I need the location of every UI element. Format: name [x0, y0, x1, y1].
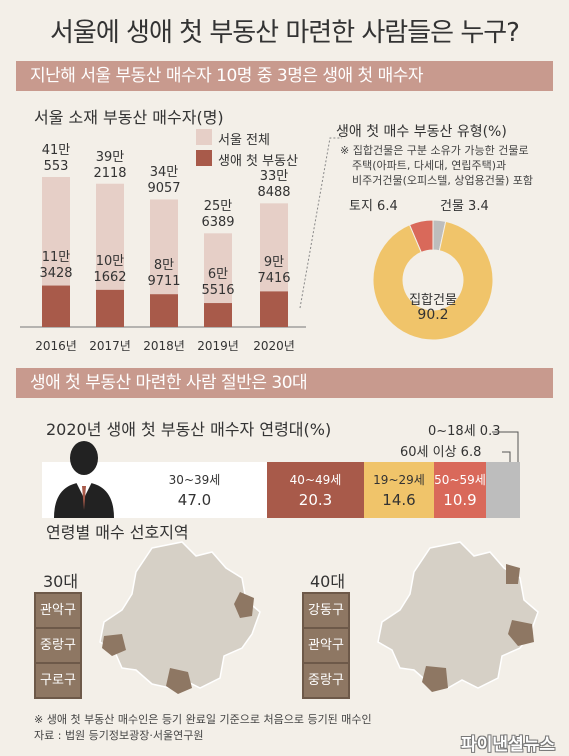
page-title: 서울에 생애 첫 부동산 마련한 사람들은 누구? [50, 18, 520, 48]
age-segment-label-2: 19~29세 [373, 473, 425, 487]
donut-chart-title: 생애 첫 매수 부동산 유형(%) [336, 124, 507, 140]
age-segment-label-1: 40~49세 [289, 473, 342, 487]
bar-first-0 [42, 285, 70, 327]
age-segment-label-3: 50~59세 [434, 473, 486, 487]
district-40s-1: 강동구 [302, 592, 350, 629]
legend-label-total: 서울 전체 [218, 133, 270, 148]
section-banner-age: 생애 첫 부동산 마련한 사람 절반은 30대 [16, 368, 553, 398]
donut-label-collective: 집합건물 [409, 293, 457, 308]
donut-chart [372, 219, 494, 341]
age-segment-value-3: 10.9 [443, 491, 477, 509]
bar-first-3 [204, 303, 232, 327]
donut-value-collective: 90.2 [417, 307, 449, 323]
donut-slice-0 [372, 220, 494, 341]
district-jungnang-30s [234, 592, 254, 618]
district-gwanak-40s [422, 666, 448, 692]
bar-total-label-3: 25만 6389 [201, 199, 235, 231]
district-list-30s: 관악구 중랑구 구로구 [34, 592, 82, 699]
age-segment-value-2: 14.6 [382, 491, 416, 509]
district-30s-3: 구로구 [34, 664, 82, 699]
bar-total-label-0: 41만 553 [41, 143, 71, 174]
legend-swatch-first [196, 150, 212, 166]
donut-note-line-2: 주택(아파트, 다세대, 연립주택)과 [352, 159, 507, 172]
region-section-title: 연령별 매수 선호지역 [46, 523, 189, 542]
donut-label-land: 토지 6.4 [349, 199, 398, 214]
bar-total-label-1: 39만 2118 [93, 149, 127, 181]
donut-note-line-1: ※ 집합건물은 구분 소유가 가능한 건물로 [340, 144, 529, 157]
map-label-40s: 40대 [310, 572, 346, 591]
bar-first-label-3: 6만 5516 [201, 267, 235, 299]
donut-note-line-3: 비주거건물(오피스텔, 상업용건물) 포함 [352, 174, 533, 187]
district-gwanak-30s [166, 668, 192, 694]
seoul-outline-40s [377, 541, 539, 689]
age-segment-1: 40~49세 20.3 [267, 462, 364, 518]
donut-chart-note: ※ 집합건물은 구분 소유가 가능한 건물로 주택(아파트, 다세대, 연립주택… [340, 143, 560, 188]
district-gangdong-40s [508, 620, 534, 646]
age-segment-value-1: 20.3 [298, 491, 333, 509]
bar-first-label-1: 10만 1662 [93, 253, 127, 285]
connector-lines [299, 137, 342, 309]
seoul-map-40s [377, 541, 539, 692]
age-segment-2: 19~29세 14.6 [364, 462, 434, 518]
age-segment-other [486, 462, 520, 518]
bar-total-label-4: 33만 8488 [257, 169, 291, 201]
donut-label-building: 건물 3.4 [440, 199, 489, 214]
age-callout-60-plus: 60세 이상 6.8 [400, 445, 482, 460]
person-icon [54, 441, 114, 518]
district-guro-30s [102, 634, 126, 656]
district-40s-3: 중랑구 [302, 664, 350, 699]
footnote-source: 자료 : 법원 등기정보광장·서울연구원 [34, 729, 204, 742]
section-banner-first-buyers: 지난해 서울 부동산 매수자 10명 중 3명은 생애 첫 매수자 [16, 61, 553, 91]
bar-year-label-1: 2017년 [89, 339, 131, 353]
bar-year-label-0: 2016년 [35, 339, 77, 353]
bar-first-2 [150, 294, 178, 327]
bar-year-label-3: 2019년 [197, 339, 239, 353]
district-40s-2: 관악구 [302, 629, 350, 664]
bar-chart [20, 177, 306, 328]
seoul-outline-30s [99, 541, 261, 689]
map-label-30s: 30대 [43, 572, 79, 591]
bar-year-label-2: 2018년 [143, 339, 185, 353]
publisher-logo: 파이낸셜뉴스 [461, 735, 555, 755]
district-list-40s: 강동구 관악구 중랑구 [302, 592, 350, 699]
bar-year-label-4: 2020년 [253, 339, 295, 353]
bar-total-label-2: 34만 9057 [147, 165, 181, 197]
district-jungnang-40s [506, 564, 520, 584]
bar-first-label-4: 9만 7416 [257, 255, 291, 287]
age-callout-0-18: 0~18세 0.3 [428, 424, 501, 439]
bar-chart-title: 서울 소재 부동산 매수자(명) [34, 108, 224, 127]
age-segment-3: 50~59세 10.9 [434, 462, 486, 518]
seoul-map-30s [99, 541, 261, 694]
district-30s-2: 중랑구 [34, 629, 82, 664]
footnote: ※ 생애 첫 부동산 매수인은 등기 완료일 기준으로 처음으로 등기된 매수인… [34, 712, 372, 744]
age-segment-value-0: 47.0 [177, 491, 212, 509]
bar-first-4 [260, 291, 288, 327]
age-chart-title: 2020년 생애 첫 부동산 매수자 연령대(%) [46, 420, 332, 439]
bar-first-1 [96, 289, 124, 327]
age-segment-label-0: 30~39세 [168, 473, 221, 487]
district-30s-1: 관악구 [34, 592, 82, 629]
age-callout-lines [492, 431, 519, 466]
footnote-note: ※ 생애 첫 부동산 매수인은 등기 완료일 기준으로 처음으로 등기된 매수인 [34, 713, 372, 726]
bar-first-label-2: 8만 9711 [147, 258, 181, 290]
bar-first-label-0: 11만 3428 [39, 249, 73, 281]
legend-swatch-total [196, 129, 212, 145]
legend-label-first: 생애 첫 부동산 [218, 154, 299, 169]
